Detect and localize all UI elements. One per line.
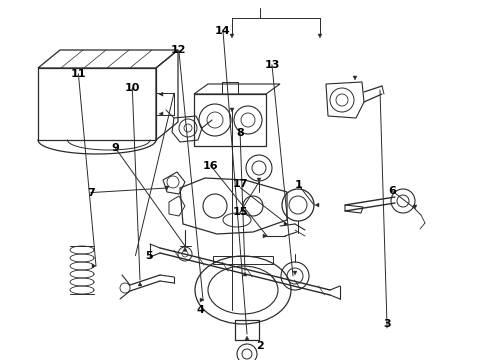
Text: 7: 7: [87, 188, 95, 198]
Text: 8: 8: [236, 128, 244, 138]
Text: 13: 13: [264, 60, 280, 70]
Polygon shape: [183, 247, 187, 251]
Text: 17: 17: [232, 179, 248, 189]
Polygon shape: [293, 271, 297, 275]
Text: 15: 15: [232, 207, 248, 217]
Polygon shape: [318, 34, 322, 38]
Polygon shape: [230, 34, 234, 38]
Polygon shape: [284, 222, 288, 226]
Polygon shape: [159, 92, 163, 96]
Text: 3: 3: [383, 319, 391, 329]
Text: 16: 16: [203, 161, 219, 171]
Polygon shape: [159, 112, 163, 116]
Polygon shape: [230, 108, 234, 112]
Polygon shape: [353, 76, 357, 80]
Text: 5: 5: [146, 251, 153, 261]
Polygon shape: [165, 186, 169, 190]
Text: 14: 14: [215, 26, 231, 36]
Text: 2: 2: [256, 341, 264, 351]
Text: 4: 4: [197, 305, 205, 315]
Polygon shape: [200, 298, 204, 302]
Polygon shape: [413, 205, 417, 209]
Polygon shape: [243, 272, 247, 276]
Polygon shape: [245, 336, 249, 340]
Text: 9: 9: [111, 143, 119, 153]
Polygon shape: [138, 282, 142, 286]
Text: 1: 1: [295, 180, 303, 190]
Text: 11: 11: [71, 69, 86, 79]
Polygon shape: [92, 264, 96, 268]
Text: 10: 10: [124, 83, 140, 93]
Polygon shape: [263, 234, 267, 238]
Polygon shape: [315, 203, 319, 207]
Polygon shape: [257, 178, 261, 182]
Text: 12: 12: [171, 45, 187, 55]
Text: 6: 6: [388, 186, 396, 196]
